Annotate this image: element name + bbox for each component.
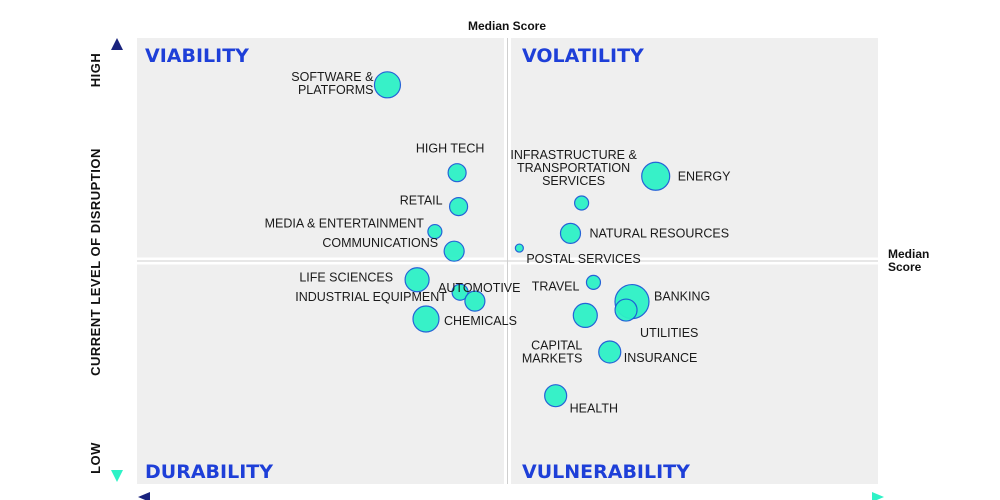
quadrant-bg-top-left bbox=[137, 38, 504, 258]
bubble-infrastructure-and-transportation-services bbox=[573, 195, 590, 211]
bubble-software-and-platforms bbox=[373, 71, 402, 99]
bubble-health bbox=[544, 384, 568, 408]
median-score-top-label: Median Score bbox=[468, 19, 546, 33]
bubble-label-infrastructure-and-transportation-services: INFRASTRUCTURE & TRANSPORTATION SERVICES bbox=[510, 148, 637, 188]
y-axis-high-label: HIGH bbox=[88, 53, 103, 88]
bubble-postal-services bbox=[514, 243, 524, 253]
bubble-high-tech bbox=[447, 163, 467, 183]
bubble-label-high-tech: HIGH TECH bbox=[416, 142, 485, 156]
bubble-chemicals bbox=[412, 305, 440, 333]
bubble-travel bbox=[585, 274, 602, 291]
bubble-label-chemicals: CHEMICALS bbox=[444, 314, 517, 328]
bubble-media-and-entertainment bbox=[427, 223, 443, 240]
y-axis-low-label: LOW bbox=[88, 442, 103, 474]
bubble-label-postal-services: POSTAL SERVICES bbox=[526, 252, 640, 266]
bubble-label-health: HEALTH bbox=[570, 402, 618, 416]
bubble-labels: SOFTWARE & PLATFORMS HIGH TECH RETAIL MEDIA … bbox=[265, 70, 732, 416]
quadrant-backgrounds bbox=[137, 38, 878, 484]
median-lines bbox=[137, 38, 878, 484]
bubble-energy bbox=[641, 161, 671, 191]
bubble-communications bbox=[443, 240, 465, 262]
x-axis-arrow bbox=[138, 492, 884, 500]
bubble-label-insurance: INSURANCE bbox=[624, 351, 698, 365]
bubble-retail bbox=[448, 196, 469, 217]
bubble-label-life-sciences: LIFE SCIENCES bbox=[299, 271, 393, 285]
bubble-label-utilities: UTILITIES bbox=[640, 326, 698, 340]
bubble-label-retail: RETAIL bbox=[400, 194, 443, 208]
quadrant-title-bottom-right: VULNERABILITY bbox=[522, 461, 690, 483]
y-axis-arrow bbox=[111, 38, 123, 482]
median-score-right-text: Median Score bbox=[888, 247, 929, 274]
bubble-label-energy: ENERGY bbox=[678, 169, 731, 183]
quadrant-title-bottom-left: DURABILITY bbox=[145, 461, 273, 483]
bubble-label-capital-markets: CAPITAL MARKETS bbox=[522, 338, 582, 365]
quadrant-bg-top-right bbox=[511, 38, 878, 258]
bubble-capital-markets bbox=[572, 302, 598, 329]
quadrant-title-top-right: VOLATILITY bbox=[522, 45, 644, 67]
quadrant-bg-bottom-left bbox=[137, 264, 504, 484]
bubble-label-media-and-entertainment: MEDIA & ENTERTAINMENT bbox=[265, 217, 425, 231]
median-score-right-label: Median Score bbox=[888, 247, 929, 274]
quadrant-title-top-left: VIABILITY bbox=[145, 45, 249, 67]
bubble-utilities bbox=[614, 298, 638, 322]
bubble-automotive bbox=[451, 283, 469, 301]
bubble-label-industrial-equipment: INDUSTRIAL EQUIPMENT bbox=[295, 290, 447, 304]
y-axis-title: CURRENT LEVEL OF DISRUPTION bbox=[88, 148, 103, 376]
bubble-label-banking: BANKING bbox=[654, 290, 710, 304]
bubbles bbox=[373, 71, 671, 408]
bubble-label-automotive: AUTOMOTIVE bbox=[438, 281, 520, 295]
bubble-insurance bbox=[598, 340, 622, 364]
bubble-label-natural-resources: NATURAL RESOURCES bbox=[589, 226, 729, 240]
bubble-label-travel: TRAVEL bbox=[532, 279, 580, 293]
quadrant-bg-bottom-right bbox=[511, 264, 878, 484]
bubble-life-sciences bbox=[404, 267, 430, 293]
bubble-label-software-and-platforms: SOFTWARE & PLATFORMS bbox=[291, 70, 374, 97]
bubble-natural-resources bbox=[559, 222, 582, 244]
bubble-industrial-equipment bbox=[464, 290, 486, 312]
bubble-label-communications: COMMUNICATIONS bbox=[322, 236, 438, 250]
